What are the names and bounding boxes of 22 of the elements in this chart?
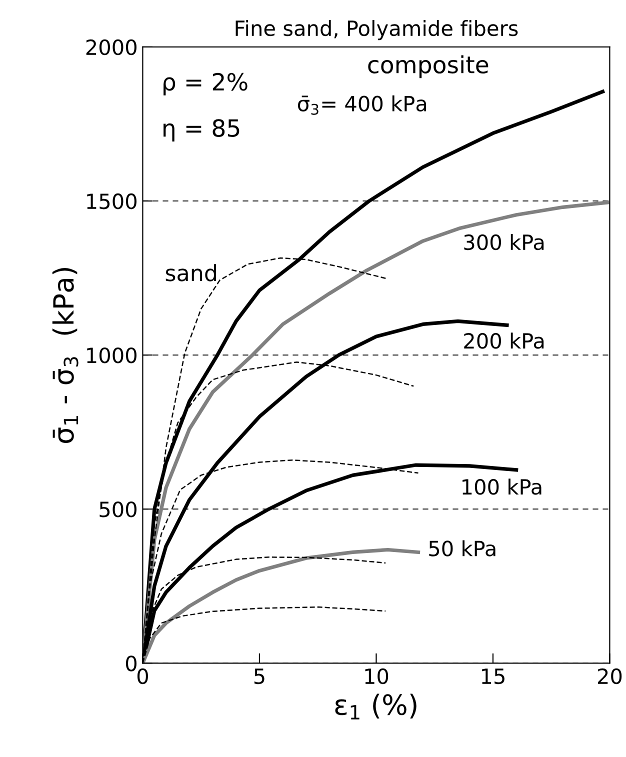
chart-title: Fine sand, Polyamide fibers bbox=[236, 20, 518, 40]
series-label: 200 kPa bbox=[464, 332, 544, 349]
annotation: ρ = 2% bbox=[164, 72, 248, 96]
x-tick-label: 15 bbox=[482, 668, 504, 684]
y-tick-label: 0 bbox=[126, 656, 136, 672]
y-tick-label: 1000 bbox=[87, 347, 136, 364]
series-label: 50 kPa bbox=[429, 540, 496, 556]
x-tick-label: 20 bbox=[598, 668, 622, 684]
x-tick-label: 0 bbox=[137, 668, 148, 684]
annotation: composite bbox=[368, 55, 488, 78]
annotation: η = 85 bbox=[164, 119, 240, 142]
annotation: sand bbox=[166, 264, 216, 282]
text: σ̄$_{3}$= 400 kPa bbox=[298, 95, 426, 115]
y-axis-title: σ̄$_{1}$ - σ̄$_{3}$ (kPa) bbox=[52, 268, 78, 443]
x-axis-title: ε$_{1}$ (%) bbox=[335, 694, 416, 720]
series-label: 300 kPa bbox=[464, 234, 544, 250]
y-tick-label: 500 bbox=[100, 502, 136, 518]
y-tick-label: 1500 bbox=[87, 193, 136, 210]
x-tick-label: 10 bbox=[365, 668, 388, 684]
series-label: 100 kPa bbox=[462, 478, 542, 495]
x-tick-label: 5 bbox=[254, 668, 264, 684]
y-tick-label: 2000 bbox=[86, 39, 136, 56]
